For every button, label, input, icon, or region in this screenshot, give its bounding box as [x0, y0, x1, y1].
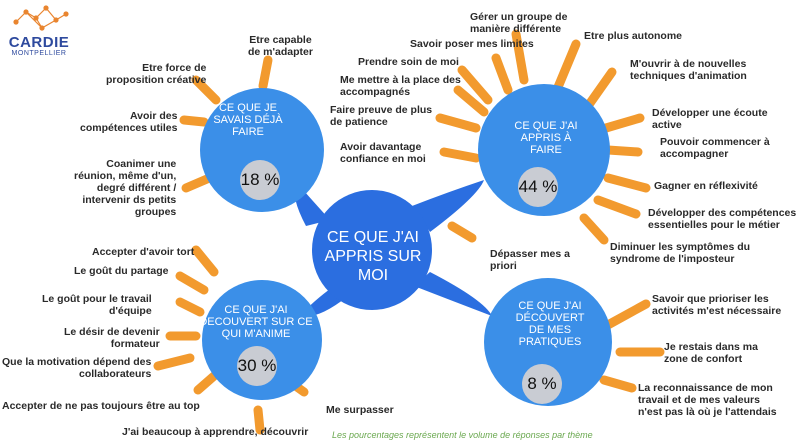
label-me-surpasser: Me surpasser	[326, 404, 394, 416]
node-pratiques-circle	[484, 278, 612, 406]
label-prioriser: Savoir que prioriser les activités m'est …	[652, 293, 782, 317]
logo-edge-7	[25, 11, 43, 29]
node-savais-circle	[200, 88, 324, 212]
label-competences-metier: Développer des compétences essentielles p…	[648, 207, 797, 231]
label-gout-partage: Le goût du partage	[74, 265, 169, 277]
logo-edge-3	[45, 7, 57, 21]
label-imposteur: Diminuer les symptômes du syndrome de l'i…	[610, 241, 751, 265]
ray-25	[253, 405, 265, 435]
label-soin-de-moi: Prendre soin de moi	[358, 56, 459, 68]
ray-pratiques-0	[601, 299, 651, 331]
logo-subtitle: MONTPELLIER	[11, 50, 67, 57]
circle-layer	[200, 84, 612, 406]
label-patience: Faire preuve de plus de patience	[330, 104, 433, 128]
logo-node-4	[53, 17, 59, 23]
label-force-proposition: Etre force de proposition créative	[106, 62, 207, 86]
label-competences-utiles: Avoir des compétences utiles	[80, 110, 178, 134]
ray-7	[457, 65, 493, 105]
ray-13	[439, 147, 481, 163]
label-motivation: Que la motivation dépend des collaborateu…	[2, 356, 152, 380]
node-title-appris: CE QUE J'AI APPRIS À FAIRE	[514, 120, 578, 156]
ray-1	[191, 75, 221, 105]
logo-node-1	[23, 9, 29, 15]
ray-23	[193, 371, 219, 395]
logo-node-0	[13, 19, 19, 25]
ray-17	[447, 221, 477, 243]
percent-pratiques: 8 %	[522, 364, 562, 404]
ray-18	[191, 245, 219, 277]
label-coanimer: Coanimer une réunion, même d'un, degré dif…	[74, 158, 177, 218]
percent-savais: 18 %	[240, 160, 280, 200]
percent-anime: 30 %	[237, 346, 277, 386]
label-depasser-priori: Dépasser mes a priori	[490, 248, 570, 272]
label-avoir-tort: Accepter d'avoir tort	[92, 246, 195, 258]
label-devenir-formateur: Le désir de devenir formateur	[64, 326, 160, 350]
ray-22	[153, 353, 195, 371]
ray-0	[258, 55, 273, 91]
ray-16	[579, 213, 609, 245]
label-zone-confort: Je restais dans ma zone de confort	[664, 341, 758, 365]
label-pas-au-top: Accepter de ne pas toujours être au top	[2, 400, 200, 412]
ray-11	[601, 113, 645, 133]
ray-8	[583, 67, 617, 111]
logo-node-5	[63, 11, 69, 17]
logo-network-icon	[13, 5, 69, 31]
label-plus-autonome: Etre plus autonome	[584, 30, 683, 42]
ray-2	[179, 115, 209, 127]
label-etre-capable: Etre capable de m'adapter	[248, 34, 313, 58]
ray-12	[603, 145, 643, 157]
label-commencer-accompagner: Pouvoir commencer à accompagner	[660, 136, 770, 160]
ray-pratiques-2	[599, 375, 637, 393]
footnote: Les pourcentages représentent le volume …	[332, 430, 593, 440]
label-travail-equipe: Le goût pour le travail d'équipe	[42, 293, 152, 317]
logo-name: CARDIE	[8, 34, 70, 51]
label-poser-limites: Savoir poser mes limites	[410, 38, 534, 50]
ray-6	[551, 39, 581, 97]
link-appris	[412, 180, 484, 232]
node-title-pratiques: CE QUE J'AI DÉCOUVERT DE MES PRATIQUES	[515, 300, 585, 348]
percent-appris: 44 %	[518, 167, 558, 207]
label-reconnaissance: La reconnaissance de mon travail et de me…	[638, 382, 777, 418]
label-apprendre-decouvrir: J'ai beaucoup à apprendre, découvrir	[122, 426, 309, 438]
center-node-title: CE QUE J'AI APPRIS SUR MOI	[324, 229, 422, 284]
ray-4	[511, 29, 529, 85]
ray-14	[603, 173, 651, 193]
logo-node-6	[39, 25, 45, 31]
label-place-accompagnes: Me mettre à la place des accompagnés	[340, 74, 461, 98]
node-appris-circle	[478, 84, 610, 216]
ray-10	[435, 113, 481, 133]
node-title-savais: CE QUE JE SAVAIS DÉJÀ FAIRE	[213, 102, 283, 138]
label-gerer-groupe: Gérer un groupe de manière différente	[470, 11, 568, 35]
node-title-anime: CE QUE J'AI DECOUVERT SUR CE QUI M'ANIME	[199, 304, 313, 340]
label-confiance: Avoir davantage confiance en moi	[340, 141, 426, 165]
logo-node-2	[33, 15, 39, 21]
ray-19	[175, 271, 209, 295]
ray-15	[593, 195, 641, 219]
link-pratiques	[414, 272, 492, 316]
label-reflexivite: Gagner en réflexivité	[654, 180, 758, 192]
center-node-circle	[312, 190, 432, 310]
ray-9	[453, 85, 489, 117]
ray-5	[491, 53, 513, 95]
ray-20	[175, 297, 205, 317]
label-nouvelles-techniques: M'ouvrir à de nouvelles techniques d'anim…	[630, 58, 747, 82]
node-anime-circle	[202, 280, 322, 400]
logo-node-3	[43, 5, 49, 11]
logo-edge-6	[41, 19, 57, 29]
label-ecoute-active: Développer une écoute active	[652, 107, 768, 131]
